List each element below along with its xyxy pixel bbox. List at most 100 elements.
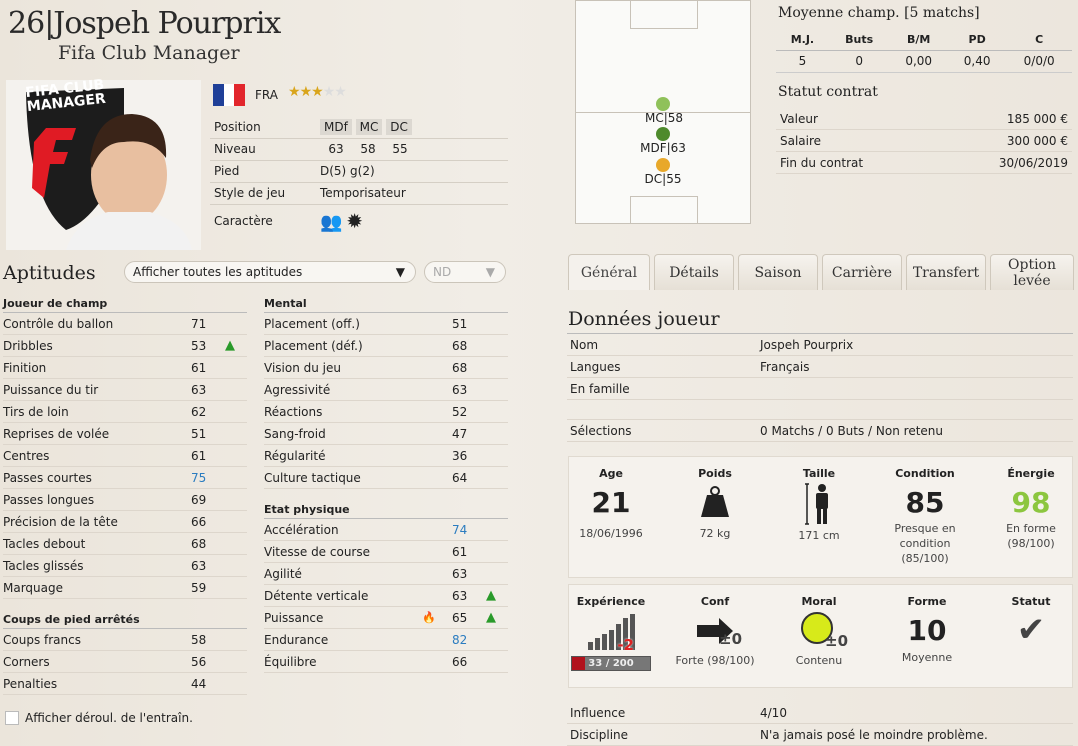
attribute-value: 61: [452, 545, 468, 559]
attribute-label: Vision du jeu: [264, 361, 341, 375]
avg-value: 0,00: [889, 50, 948, 73]
level-mdf: 63: [328, 142, 344, 156]
arrow-up-icon: ▲: [486, 588, 496, 603]
spacer: [422, 313, 452, 334]
condition-stat: Condition 85 Presque en condition (85/100): [873, 467, 977, 566]
spacer: [161, 533, 191, 554]
foot-label: Pied: [210, 160, 316, 183]
form-desc: Moyenne: [901, 651, 953, 664]
attribute-label: Agilité: [264, 567, 302, 581]
misc-table: Influence 4/10 Discipline N'a jamais posé …: [567, 702, 1073, 746]
attribute-label: Détente verticale: [264, 589, 369, 603]
energy-stat: Énergie 98 En forme (98/100): [981, 467, 1078, 551]
tab-details[interactable]: Détails: [654, 254, 734, 290]
data-label: En famille: [570, 382, 630, 396]
attribute-row: Culture tactique 64: [264, 467, 508, 489]
tab-carriere[interactable]: Carrière: [822, 254, 902, 290]
tab-general[interactable]: Général: [568, 254, 650, 290]
tab-saison[interactable]: Saison: [738, 254, 818, 290]
spacer: [161, 357, 191, 378]
condition-title: Condition: [895, 467, 955, 480]
condition-value: 85: [905, 486, 945, 519]
attribute-value: 75: [191, 471, 207, 485]
data-row: En famille: [567, 378, 1073, 400]
marker-dot: [656, 97, 670, 111]
spacer: [225, 401, 247, 422]
morale-icon: ±0: [777, 612, 861, 650]
experience-progress-text: 33 / 200: [588, 658, 634, 669]
attribute-value: 66: [452, 655, 468, 669]
spacer: [161, 379, 191, 400]
attribute-label: Puissance: [264, 611, 324, 625]
attribute-row: Finition 61: [3, 357, 247, 379]
mental-stats-card: Expérience -2 33 / 200 Conf ±0 Forte (98…: [568, 584, 1073, 688]
nd-select[interactable]: ND ▼: [424, 261, 506, 283]
tab-transfert[interactable]: Transfert: [906, 254, 986, 290]
checkbox[interactable]: [5, 711, 19, 725]
avg-header: B/M: [889, 30, 948, 51]
attribute-row: Puissance du tir 63: [3, 379, 247, 401]
spacer: [225, 313, 247, 334]
contract-value: 300 000 €: [1006, 134, 1068, 148]
attribute-row: Équilibre 66: [264, 651, 508, 673]
spacer: [225, 357, 247, 378]
attribute-row: Marquage 59: [3, 577, 247, 599]
avg-value: 0: [828, 50, 890, 73]
data-row: Nom Jospeh Pourprix: [567, 334, 1073, 356]
player-title: 26|Jospeh Pourprix: [8, 6, 281, 41]
experience-progress: 33 / 200: [571, 656, 651, 671]
player-number: 26: [8, 6, 45, 41]
attribute-row: Corners 56: [3, 651, 247, 673]
pitch-bottom-box: [630, 196, 698, 224]
discipline-label: Discipline: [570, 728, 629, 742]
selections-value: 0 Matchs / 0 Buts / Non retenu: [760, 424, 943, 438]
spacer: [225, 651, 247, 672]
face: [91, 127, 167, 223]
attribute-row: Puissance 🔥 65 ▲: [264, 607, 508, 629]
aptitudes-filter-select[interactable]: Afficher toutes les aptitudes ▼: [124, 261, 416, 283]
data-value: Français: [760, 360, 810, 374]
data-label: Langues: [570, 360, 621, 374]
age-stat: Age 21 18/06/1996: [569, 467, 653, 540]
spacer: [422, 541, 452, 562]
selections-label: Sélections: [570, 424, 632, 438]
attribute-label: Passes longues: [3, 493, 95, 507]
chevron-down-icon: ▼: [485, 265, 495, 279]
spacer: [225, 511, 247, 532]
section-title: Coups de pied arrêtés: [3, 611, 247, 629]
spacer: [422, 379, 452, 400]
attribute-label: Tacles debout: [3, 537, 86, 551]
attribute-label: Contrôle du ballon: [3, 317, 114, 331]
attribute-value: 63: [191, 559, 207, 573]
energy-value: 98: [1011, 486, 1051, 519]
confidence-desc: Forte (98/100): [675, 654, 755, 667]
training-toggle[interactable]: Afficher déroul. de l'entraîn.: [5, 711, 193, 725]
pitch-halfway-line: [576, 112, 750, 113]
attribute-row: Placement (off.) 51: [264, 313, 508, 335]
contract-value: 30/06/2019: [998, 156, 1068, 170]
character-team-icon: 👥: [320, 212, 343, 234]
star-icon: ★: [334, 84, 347, 100]
attribute-label: Régularité: [264, 449, 326, 463]
toggle-label: Afficher déroul. de l'entraîn.: [25, 711, 193, 725]
attribute-row: Vitesse de course 61: [264, 541, 508, 563]
attribute-label: Agressivité: [264, 383, 331, 397]
attribute-label: Culture tactique: [264, 471, 361, 485]
filter-value: Afficher toutes les aptitudes: [133, 265, 303, 279]
pitch-top-box: [630, 1, 698, 29]
spacer: [422, 651, 452, 672]
attribute-label: Reprises de volée: [3, 427, 110, 441]
star-icon: ★: [322, 84, 336, 100]
foot-value: D(5) g(2): [316, 160, 508, 183]
attribute-row: Penalties 44: [3, 673, 247, 695]
fire-icon: 🔥: [422, 611, 436, 624]
spacer: [225, 555, 247, 576]
spacer: [486, 313, 508, 334]
spacer: [225, 577, 247, 598]
tab-option-levee[interactable]: Option levée: [990, 254, 1074, 290]
morale-stat: Moral ±0 Contenu: [777, 595, 861, 667]
spacer: [161, 629, 191, 650]
attribute-value: 63: [191, 383, 207, 397]
attribute-value: 63: [452, 383, 468, 397]
attribute-label: Placement (off.): [264, 317, 360, 331]
